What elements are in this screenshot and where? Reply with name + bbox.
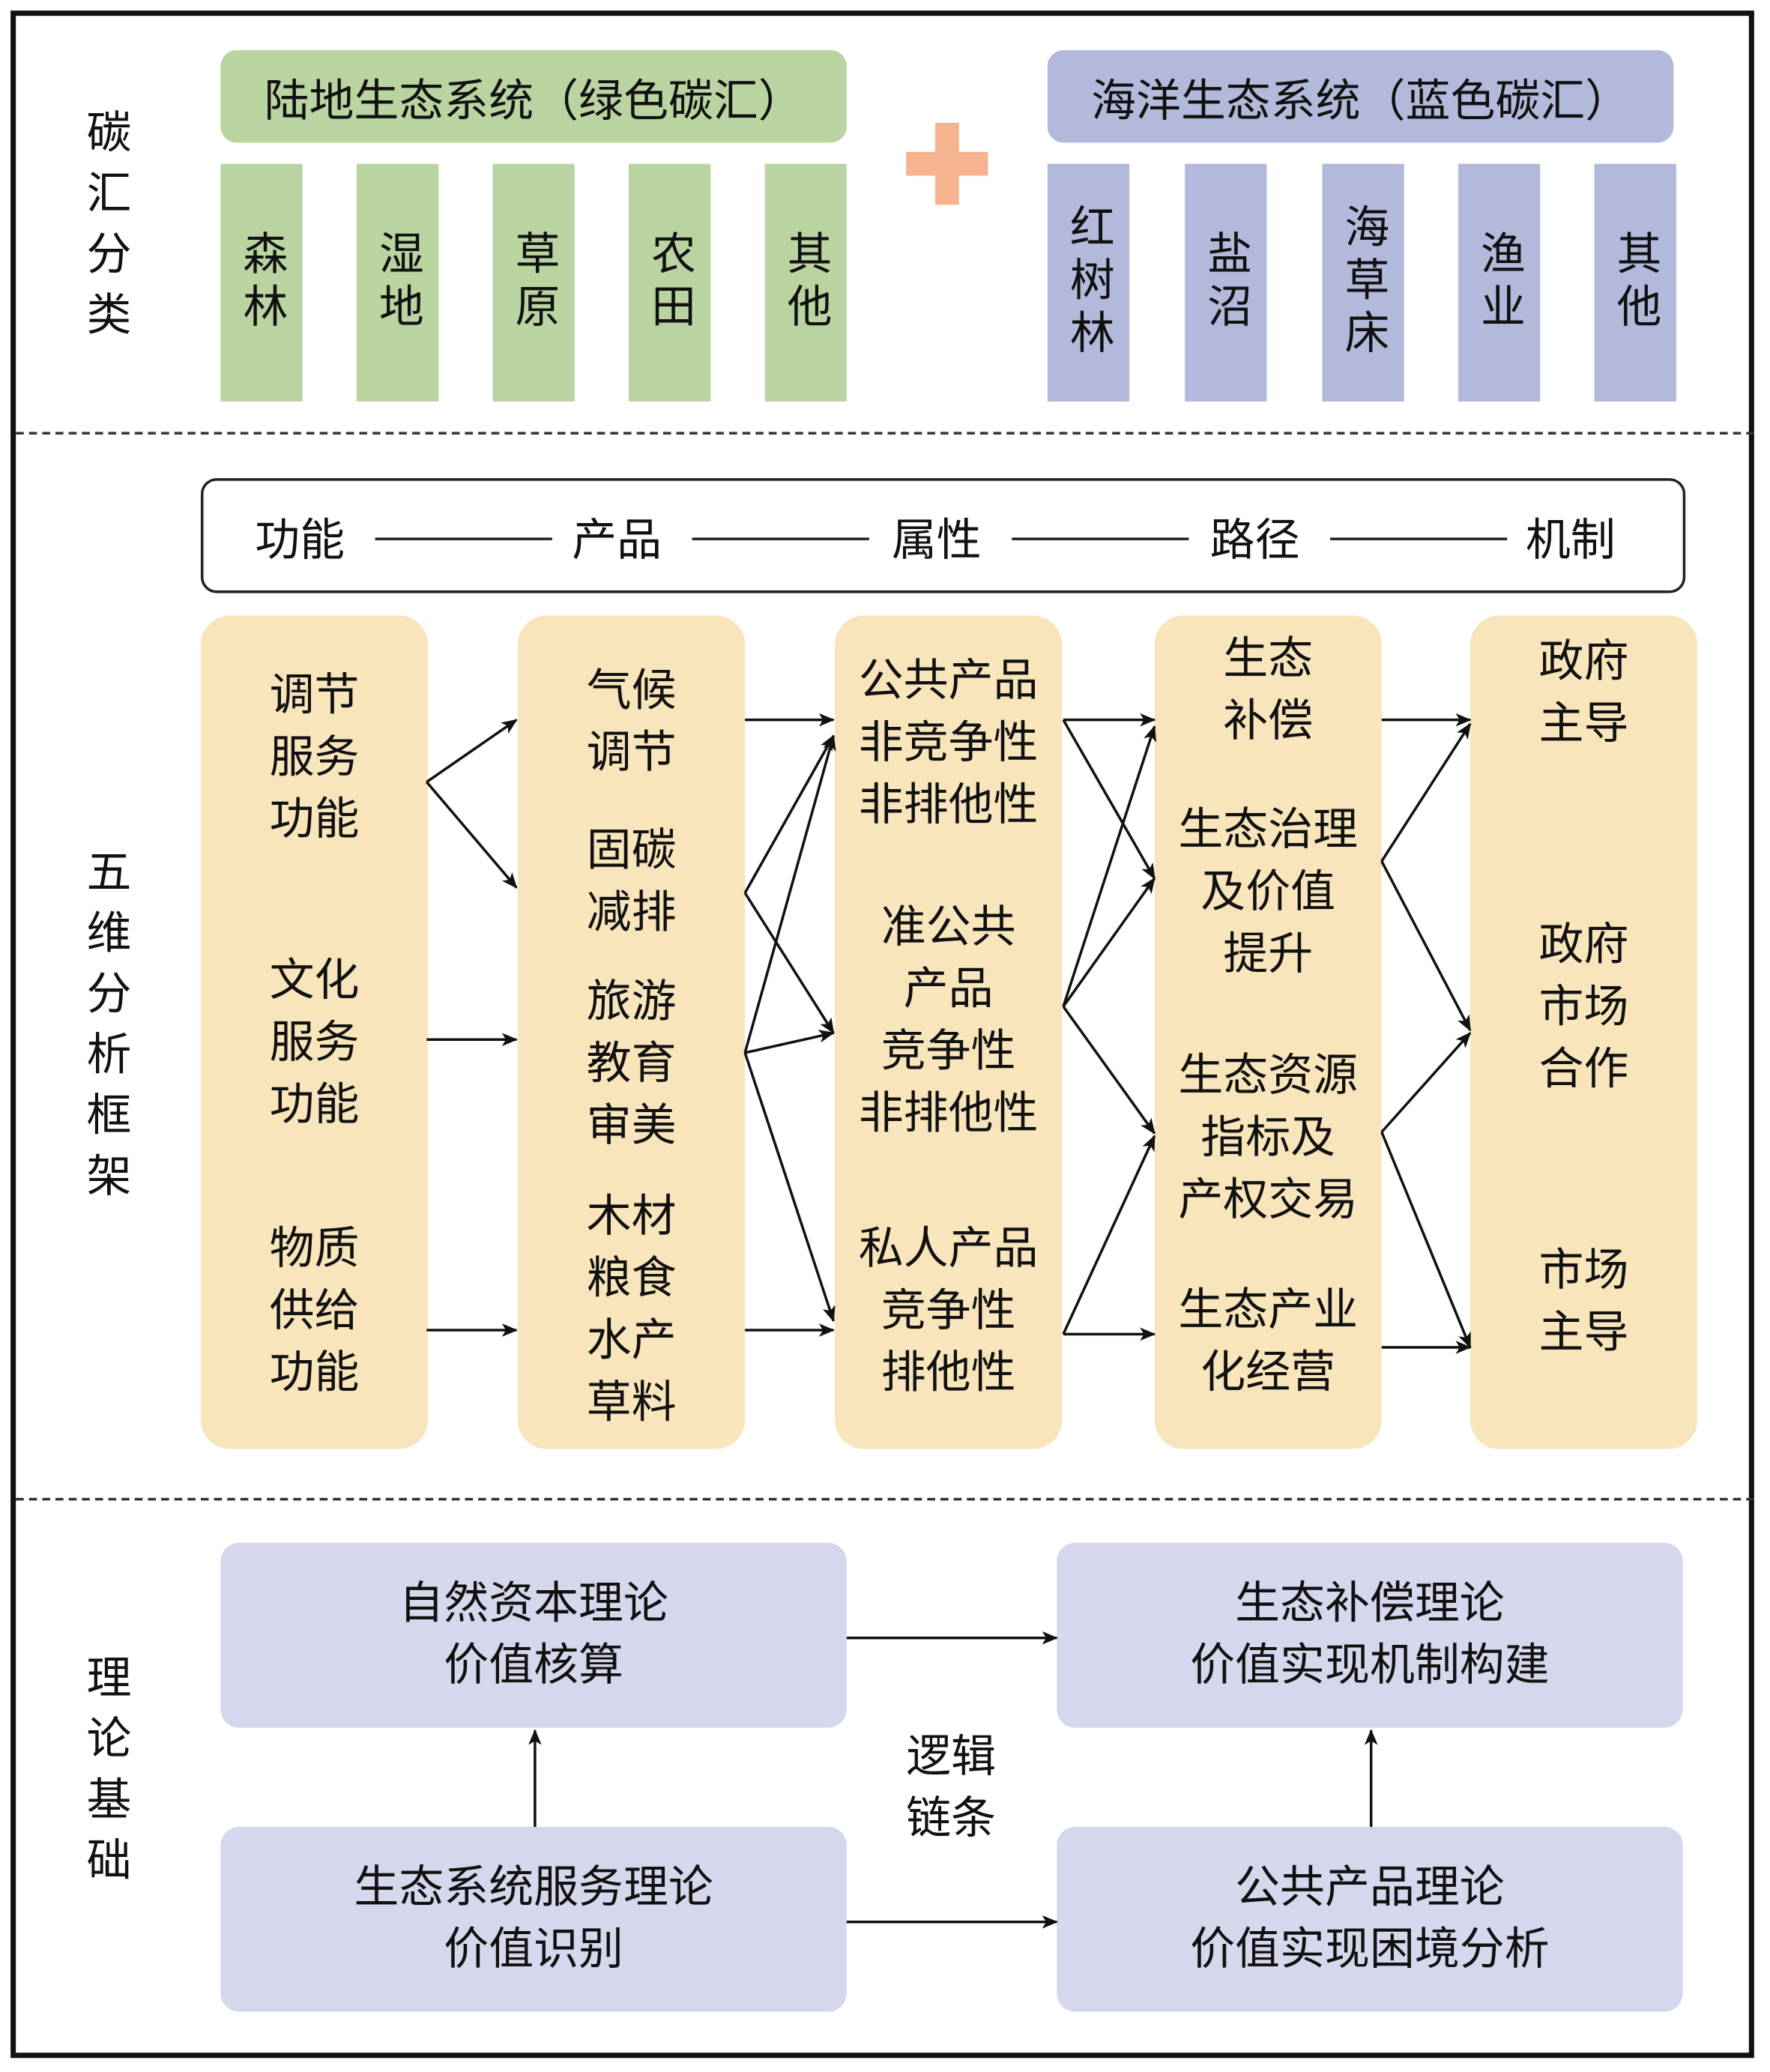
arrow <box>426 719 518 783</box>
section-divider <box>16 432 1754 435</box>
product-item: 气候 调节 <box>586 664 677 779</box>
chain-connector <box>1012 537 1189 540</box>
terrestrial-header: 陆地生态系统（绿色碳汇） <box>220 49 847 143</box>
terrestrial-item: 森林 <box>220 163 303 402</box>
arrow <box>744 1030 835 1054</box>
product-item: 旅游 教育 审美 <box>586 975 677 1153</box>
marine-item: 渔业 <box>1458 163 1541 402</box>
function-item: 物质 供给 功能 <box>269 1222 360 1400</box>
arrow <box>743 1052 836 1323</box>
arrow <box>743 734 836 1054</box>
column-attribute <box>835 615 1063 1449</box>
arrow <box>1062 877 1156 1008</box>
theory-eco-compensation: 生态补偿理论 价值实现机制构建 <box>1057 1542 1683 1728</box>
theory-ecosystem-services: 生态系统服务理论 价值识别 <box>220 1826 847 2012</box>
logic-chain-label: 逻辑 链条 <box>906 1730 997 1846</box>
marine-item: 其他 <box>1594 163 1676 402</box>
column-function <box>200 615 429 1449</box>
marine-header: 海洋生态系统（蓝色碳汇） <box>1047 49 1674 143</box>
arrow <box>1380 1032 1472 1133</box>
chain-label: 路径 <box>1209 513 1300 567</box>
marine-item: 红树林 <box>1047 163 1130 402</box>
section-label-classification: 碳汇分类 <box>77 108 131 351</box>
section-label-theory: 理论基础 <box>77 1653 131 1897</box>
path-item: 生态治理 及价值 提升 <box>1178 803 1359 981</box>
chain-label: 产品 <box>572 513 662 567</box>
column-mechanism <box>1470 615 1698 1449</box>
terrestrial-item: 其他 <box>764 163 847 402</box>
mechanism-item: 政府 主导 <box>1538 635 1629 751</box>
function-item: 调节 服务 功能 <box>269 668 360 847</box>
arrow <box>1380 722 1472 863</box>
mechanism-item: 市场 主导 <box>1538 1244 1629 1359</box>
product-item: 固碳 减排 <box>586 824 677 940</box>
theory-public-goods: 公共产品理论 价值实现困境分析 <box>1057 1826 1683 2012</box>
arrow <box>1062 725 1156 1007</box>
attribute-item: 公共产品 非竞争性 非排他性 <box>858 654 1039 832</box>
plus-icon <box>906 122 988 205</box>
chain-label: 机制 <box>1525 513 1616 567</box>
marine-item: 盐沼 <box>1185 163 1267 402</box>
mechanism-item: 政府 市场 合作 <box>1538 918 1629 1096</box>
arrow <box>1062 1135 1156 1335</box>
arrow <box>743 892 835 1034</box>
terrestrial-item: 草原 <box>492 163 575 402</box>
product-item: 木材 粮食 水产 草料 <box>586 1190 677 1430</box>
path-item: 生态产业 化经营 <box>1178 1284 1359 1399</box>
marine-item: 海草床 <box>1322 163 1404 402</box>
path-item: 生态 补偿 <box>1223 632 1314 748</box>
terrestrial-item: 农田 <box>629 163 711 402</box>
terrestrial-item: 湿地 <box>356 163 439 402</box>
arrow <box>1062 719 1156 880</box>
attribute-item: 私人产品 竞争性 排他性 <box>858 1222 1039 1400</box>
function-item: 文化 服务 功能 <box>269 954 360 1132</box>
path-item: 生态资源 指标及 产权交易 <box>1178 1049 1359 1227</box>
section-divider <box>16 1497 1754 1501</box>
theory-natural-capital: 自然资本理论 价值核算 <box>220 1542 847 1728</box>
section-label-framework: 五维分析框架 <box>77 848 131 1213</box>
dimension-chain: 功能 产品 属性 路径 机制 <box>200 478 1686 593</box>
arrow <box>1062 1006 1156 1135</box>
outer-frame <box>10 10 1754 2059</box>
chain-connector <box>375 537 552 540</box>
arrow <box>1380 860 1472 1032</box>
chain-label: 属性 <box>891 513 982 567</box>
column-product <box>517 615 746 1449</box>
attribute-item: 准公共 产品 竞争性 非排他性 <box>858 901 1039 1141</box>
arrow <box>1380 1131 1472 1349</box>
arrow <box>426 781 518 889</box>
column-path <box>1154 615 1382 1449</box>
chain-connector <box>692 537 869 540</box>
chain-label: 功能 <box>255 513 345 567</box>
chain-connector <box>1330 537 1508 540</box>
arrow <box>743 734 835 894</box>
